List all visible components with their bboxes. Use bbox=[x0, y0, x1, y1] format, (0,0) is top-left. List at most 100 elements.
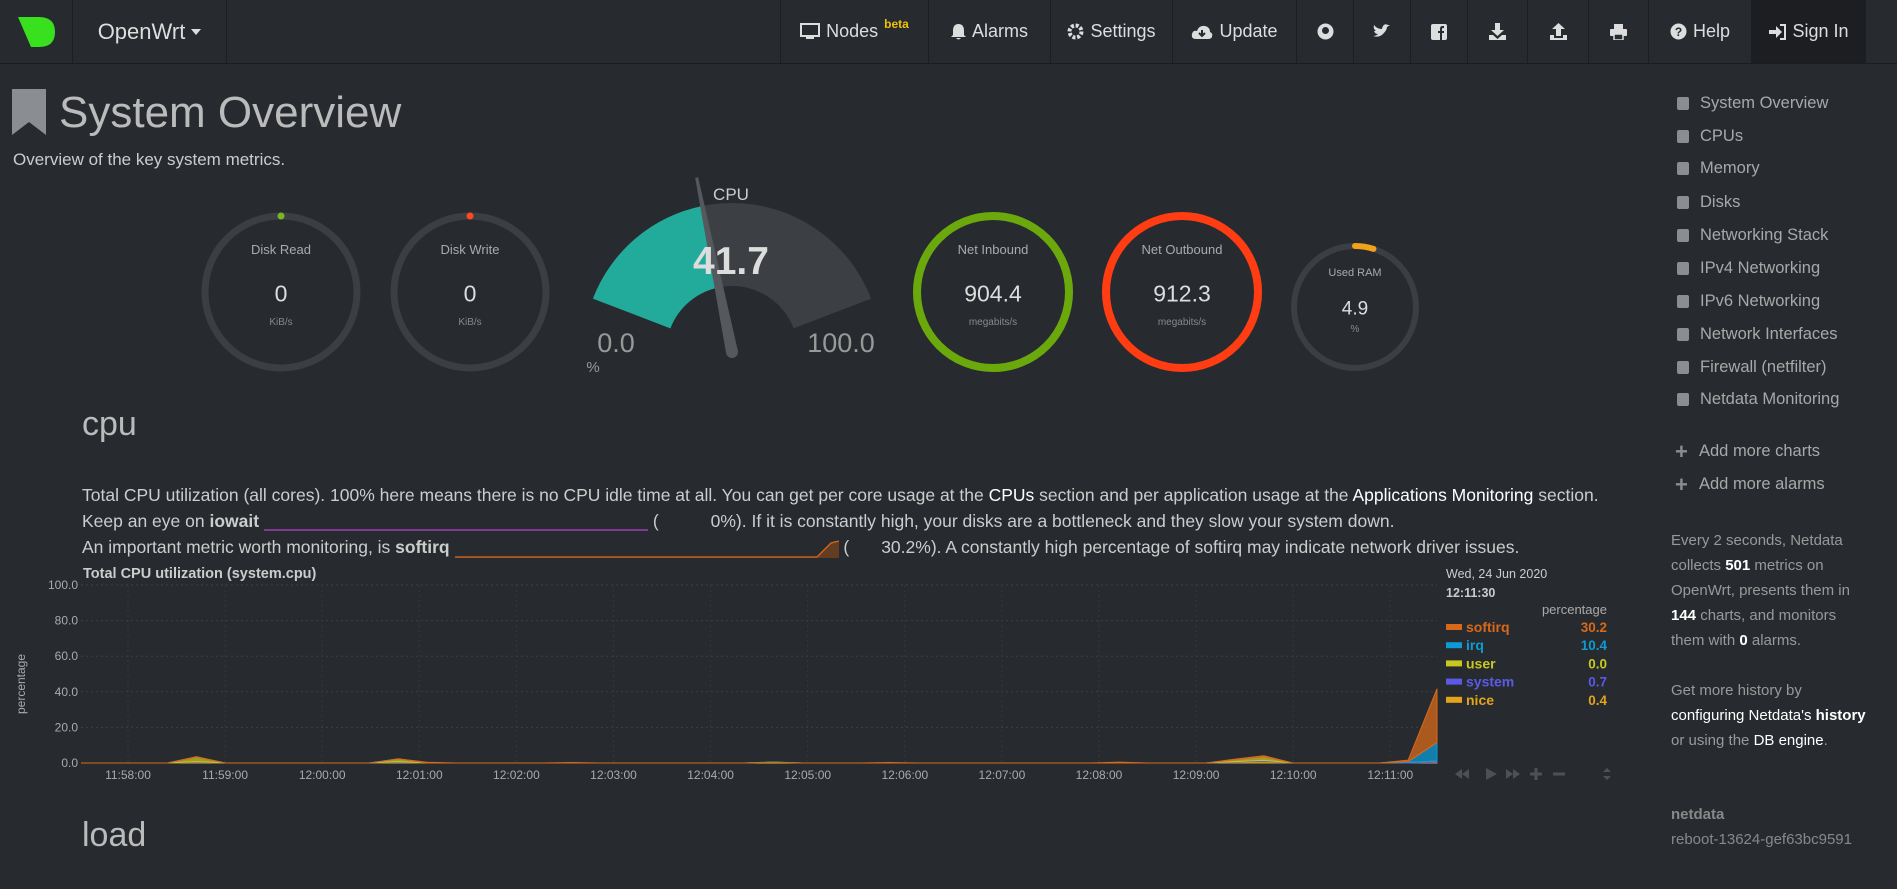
logo[interactable] bbox=[0, 0, 72, 63]
nav-label: Settings bbox=[1090, 21, 1156, 41]
link[interactable]: CPUs bbox=[988, 485, 1035, 505]
info-text: Every 2 seconds, Netdata collects 501 me… bbox=[1671, 528, 1867, 653]
menu-item[interactable]: Networking Stack bbox=[1700, 226, 1829, 244]
section-description: An important metric worth monitoring, is… bbox=[82, 537, 1519, 559]
caret bbox=[191, 28, 202, 35]
brand-name: OpenWrt bbox=[97, 18, 186, 44]
x-tick-label: 12:05:00 bbox=[784, 768, 831, 782]
x-tick-label: 12:00:00 bbox=[299, 768, 346, 782]
text: ( bbox=[843, 537, 850, 557]
menu-icon bbox=[1677, 262, 1689, 275]
nav-twitter[interactable] bbox=[1353, 0, 1410, 63]
text: charts, and monitors them with bbox=[1671, 607, 1837, 649]
legend-time: 12:11:30 bbox=[1446, 586, 1495, 600]
menu-item[interactable]: IPv6 Networking bbox=[1700, 292, 1821, 310]
nav-print[interactable] bbox=[1588, 0, 1648, 63]
legend-name: irq bbox=[1466, 637, 1484, 653]
nav-label: Sign In bbox=[1792, 21, 1849, 41]
nav-upload[interactable] bbox=[1527, 0, 1588, 63]
icon bbox=[950, 24, 966, 40]
page-title: System Overview bbox=[59, 88, 402, 137]
text: Keep an eye on bbox=[82, 511, 210, 531]
text: . bbox=[1823, 732, 1828, 749]
menu-item[interactable]: IPv4 Networking bbox=[1700, 259, 1821, 277]
legend-swatch bbox=[1446, 678, 1462, 685]
text: or using the bbox=[1671, 732, 1754, 749]
nav-nodes[interactable]: Nodes beta bbox=[780, 0, 928, 63]
menu-icon bbox=[1677, 295, 1689, 308]
nav-help[interactable]: ? Help bbox=[1648, 0, 1751, 63]
gauge-label: Disk Write bbox=[441, 242, 500, 257]
icon bbox=[1431, 23, 1447, 40]
menu-item[interactable]: Netdata Monitoring bbox=[1700, 390, 1840, 408]
text: 0%). If it is constantly high, your disk… bbox=[710, 511, 1395, 531]
chart-control bbox=[1603, 768, 1611, 780]
text: 144 bbox=[1671, 607, 1697, 624]
menu-item[interactable]: System Overview bbox=[1700, 94, 1829, 112]
footer-name: netdata bbox=[1671, 806, 1725, 823]
menu-icon bbox=[1677, 130, 1689, 143]
x-tick-label: 11:58:00 bbox=[105, 768, 151, 782]
section-description: Keep an eye on iowait (0%). If it is con… bbox=[82, 511, 1394, 532]
gauge-value: 4.9 bbox=[1342, 298, 1368, 319]
navbar: OpenWrt Nodes beta Alarms Settings Update… bbox=[0, 0, 1897, 64]
x-tick-label: 12:04:00 bbox=[687, 768, 734, 782]
keyword: iowait bbox=[209, 511, 260, 531]
menu-item[interactable]: Disks bbox=[1700, 193, 1741, 211]
nav-label: Alarms bbox=[971, 21, 1028, 41]
y-axis-label: percentage bbox=[14, 654, 28, 714]
chart-control bbox=[1506, 769, 1520, 779]
legend-value: 0.4 bbox=[1588, 693, 1607, 708]
legend-swatch bbox=[1446, 642, 1462, 649]
menu-item[interactable]: Memory bbox=[1700, 159, 1760, 177]
menu-item[interactable]: Network Interfaces bbox=[1700, 325, 1838, 343]
chart-control bbox=[1455, 769, 1469, 779]
action-item[interactable]: Add more alarms bbox=[1699, 475, 1825, 493]
gauge-label: Used RAM bbox=[1328, 267, 1381, 279]
nav-update[interactable]: Update bbox=[1172, 0, 1296, 63]
action-item[interactable]: Add more charts bbox=[1699, 442, 1821, 460]
gauge-unit: megabits/s bbox=[969, 317, 1017, 328]
chart-control bbox=[1486, 768, 1497, 780]
keyword: softirq bbox=[395, 537, 450, 557]
brand[interactable]: OpenWrt bbox=[72, 0, 227, 63]
area bbox=[81, 688, 1438, 764]
link[interactable]: Applications Monitoring bbox=[1352, 485, 1534, 505]
nav-facebook[interactable] bbox=[1410, 0, 1467, 63]
badge: beta bbox=[884, 16, 909, 31]
gauge-unit: % bbox=[586, 359, 599, 376]
link[interactable]: DB engine bbox=[1753, 732, 1824, 749]
legend-swatch bbox=[1446, 624, 1462, 630]
icon bbox=[1067, 23, 1084, 40]
nav-settings[interactable]: Settings bbox=[1050, 0, 1172, 63]
nav-sign-in[interactable]: Sign In bbox=[1751, 0, 1866, 63]
nav-download[interactable] bbox=[1467, 0, 1527, 63]
chart-control bbox=[1530, 768, 1542, 780]
menu-item[interactable]: Firewall (netfilter) bbox=[1700, 358, 1827, 376]
x-tick-label: 12:11:00 bbox=[1367, 768, 1413, 782]
legend-units: percentage bbox=[1542, 602, 1607, 617]
text: metrics on OpenWrt, presents them in bbox=[1671, 557, 1850, 599]
section-title: cpu bbox=[82, 405, 137, 443]
link[interactable]: configuring Netdata's bbox=[1671, 707, 1816, 724]
icon bbox=[1549, 23, 1567, 40]
menu-item[interactable]: CPUs bbox=[1700, 127, 1744, 145]
text: 501 bbox=[1725, 557, 1751, 574]
page-subtitle: Overview of the key system metrics. bbox=[13, 150, 286, 169]
icon bbox=[1192, 25, 1213, 39]
legend-name: system bbox=[1466, 674, 1514, 690]
plus-icon: + bbox=[1675, 472, 1688, 497]
x-tick-label: 12:02:00 bbox=[493, 768, 540, 782]
nav-github[interactable] bbox=[1296, 0, 1353, 63]
gauge-value: 0 bbox=[275, 281, 288, 307]
info-text: Get more history by configuring Netdata'… bbox=[1671, 678, 1867, 753]
nav-label: Update bbox=[1219, 21, 1278, 41]
text: history bbox=[1815, 707, 1866, 724]
nav-alarms[interactable]: Alarms bbox=[928, 0, 1050, 63]
y-tick-label: 100.0 bbox=[48, 578, 78, 592]
icon bbox=[800, 23, 821, 39]
legend-name: user bbox=[1466, 655, 1496, 671]
menu-icon bbox=[1677, 393, 1689, 406]
